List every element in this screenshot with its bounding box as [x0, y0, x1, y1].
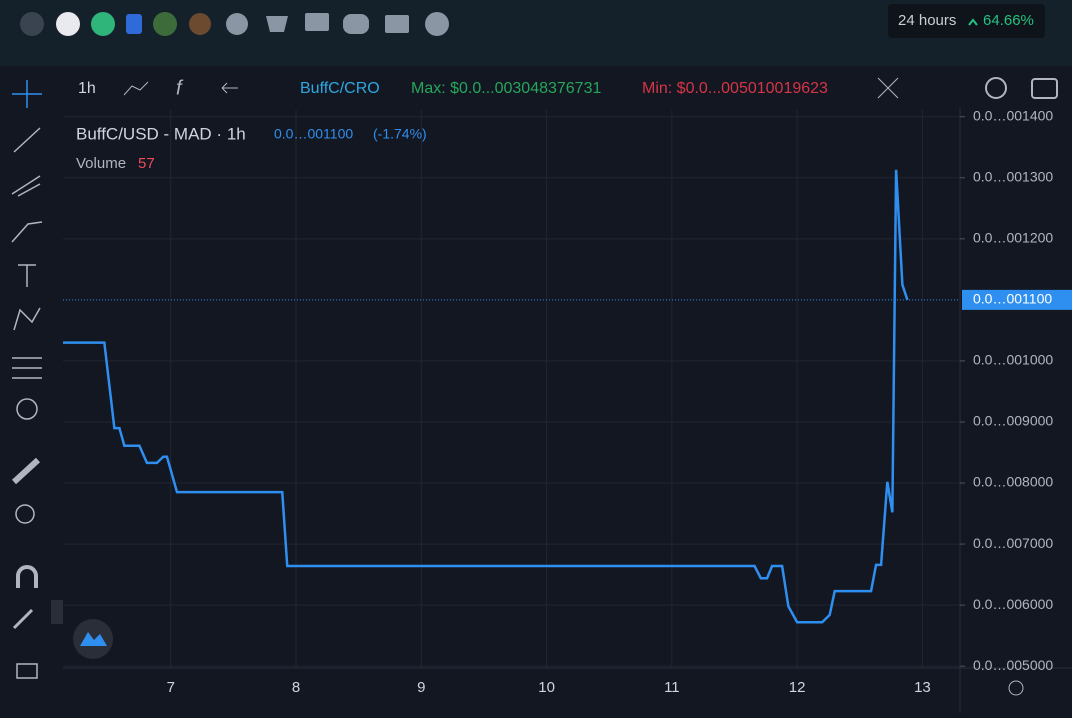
lock-icon[interactable] [126, 14, 142, 34]
email-icon[interactable] [385, 15, 409, 33]
last-price-box [962, 289, 1072, 310]
x-tick-label: 7 [167, 679, 175, 696]
x-tick-label: 10 [538, 679, 555, 696]
facebook-icon[interactable] [425, 12, 449, 36]
token-icon[interactable] [153, 12, 177, 36]
x-tick-label: 11 [664, 679, 680, 696]
dex-icon[interactable] [91, 12, 115, 36]
drawing-tools [11, 80, 43, 679]
snapshot-icon[interactable] [1031, 78, 1058, 99]
brush-tool[interactable] [11, 221, 43, 243]
volume-label: Volume [76, 155, 126, 172]
x-tick-label: 8 [292, 679, 300, 696]
crosshair-tool[interactable] [12, 80, 42, 108]
lock-draw-tool[interactable] [12, 608, 34, 630]
line-tool[interactable] [13, 127, 41, 153]
emoji-tool[interactable] [16, 398, 38, 420]
interval[interactable]: 1h [78, 80, 96, 97]
y-tick-label: 0.0…001200 [973, 230, 1053, 246]
website-icon[interactable] [305, 13, 329, 31]
y-tick-label: 0.0…005000 [973, 657, 1053, 673]
collapse-button[interactable] [51, 600, 63, 624]
lock-tool[interactable] [16, 663, 38, 679]
y-tick-label: 0.0…008000 [973, 474, 1053, 490]
pattern-tool[interactable] [13, 307, 41, 331]
badge-period: 24 hours [898, 12, 956, 29]
discord-icon[interactable] [343, 14, 369, 34]
max-price: Max: $0.0...003048376731 [411, 80, 601, 97]
social-icons [20, 12, 449, 36]
x-tick-label: 13 [914, 679, 931, 696]
undo-icon[interactable] [221, 82, 238, 94]
ruler-tool[interactable] [11, 457, 41, 485]
change-badge [888, 4, 1045, 38]
logo-icon [80, 632, 107, 646]
fullscreen-icon[interactable] [877, 77, 899, 99]
text-tool[interactable] [18, 264, 36, 287]
telegram-icon[interactable] [226, 13, 248, 35]
plot [63, 110, 960, 668]
fib-tool[interactable] [11, 175, 41, 197]
pair[interactable]: BuffC/CRO [300, 80, 380, 97]
x-tick-label: 12 [789, 679, 806, 696]
zoom-tool[interactable] [15, 504, 35, 524]
x-tick-label: 9 [417, 679, 425, 696]
y-tick-label: 0.0…006000 [973, 596, 1053, 612]
badge-change: 64.66% [983, 12, 1034, 29]
min-price: Min: $0.0...005010019623 [642, 80, 828, 97]
y-tick-label: 0.0…009000 [973, 413, 1053, 429]
cronos-icon[interactable] [56, 12, 80, 36]
indicators-icon[interactable]: f [176, 77, 184, 99]
prediction-tool[interactable] [12, 357, 42, 379]
chart-title: BuffC/USD - MAD · 1h [76, 124, 246, 143]
axis-settings-icon[interactable] [1008, 680, 1024, 696]
last-price-label: 0.0…001100 [973, 291, 1052, 307]
fox-icon[interactable] [189, 13, 211, 35]
share-icon[interactable] [20, 12, 44, 36]
up-arrow [968, 18, 978, 26]
magnet-tool[interactable] [16, 565, 38, 588]
settings-icon[interactable] [985, 77, 1007, 99]
price-line [63, 169, 909, 624]
y-tick-label: 0.0…001400 [973, 107, 1053, 123]
chart-type-icon[interactable] [123, 81, 149, 96]
legend-price: 0.0…001100 [274, 126, 353, 142]
y-tick-label: 0.0…007000 [973, 535, 1053, 551]
volume-value: 57 [138, 155, 155, 172]
y-tick-label: 0.0…001000 [973, 352, 1053, 368]
y-tick-label: 0.0…001300 [973, 168, 1053, 184]
twitter-icon[interactable] [266, 16, 288, 32]
legend-change: (-1.74%) [373, 126, 427, 142]
